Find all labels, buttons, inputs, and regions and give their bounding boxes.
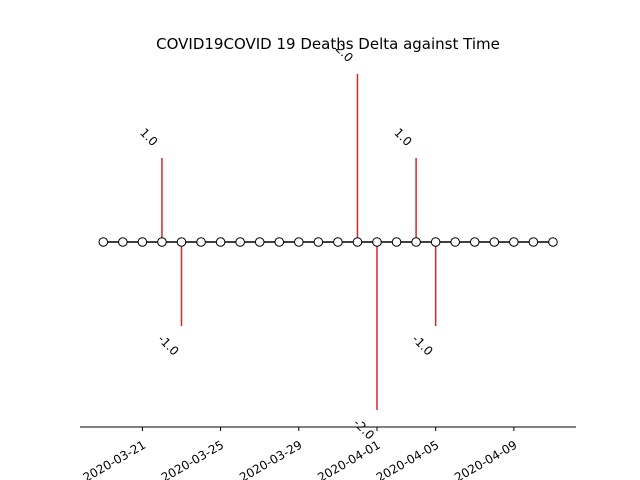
data-label-1: -1.0 xyxy=(155,332,181,358)
x-tick-label-2: 2020-03-29 xyxy=(237,438,304,480)
chart-title: COVID19COVID 19 Deaths Delta against Tim… xyxy=(156,35,500,53)
data-label-4: 1.0 xyxy=(391,125,414,148)
marker-1 xyxy=(118,237,128,247)
marker-5 xyxy=(196,237,206,247)
data-label-5: -1.0 xyxy=(409,332,435,358)
marker-16 xyxy=(411,237,421,247)
marker-2 xyxy=(137,237,148,247)
marker-14 xyxy=(372,237,382,247)
data-label-0: 1.0 xyxy=(137,125,160,148)
x-tick-label-3: 2020-04-01 xyxy=(315,438,382,480)
marker-13 xyxy=(352,237,363,247)
marker-8 xyxy=(254,237,265,247)
x-tick-label-4: 2020-04-05 xyxy=(374,438,441,480)
marker-0 xyxy=(98,237,109,247)
marker-7 xyxy=(235,237,245,247)
marker-20 xyxy=(489,237,500,247)
x-tick-label-5: 2020-04-09 xyxy=(452,438,519,480)
marker-21 xyxy=(509,237,519,247)
marker-18 xyxy=(450,237,461,247)
stems-group xyxy=(161,74,437,410)
marker-12 xyxy=(333,237,343,247)
markers-group xyxy=(98,237,558,247)
marker-19 xyxy=(469,237,480,247)
x-ticks-group: 2020-03-21 2020-03-25 2020-03-29 2020-04-01… xyxy=(81,427,520,480)
marker-10 xyxy=(294,237,304,247)
marker-4 xyxy=(176,237,187,247)
marker-15 xyxy=(391,237,402,247)
marker-9 xyxy=(274,237,285,247)
marker-6 xyxy=(215,237,226,247)
marker-22 xyxy=(528,237,539,247)
marker-17 xyxy=(430,237,441,247)
marker-3 xyxy=(157,237,167,247)
marker-23 xyxy=(548,237,558,247)
marker-11 xyxy=(313,237,324,247)
x-tick-label-1: 2020-03-25 xyxy=(159,438,226,480)
x-tick-label-0: 2020-03-21 xyxy=(81,438,148,480)
